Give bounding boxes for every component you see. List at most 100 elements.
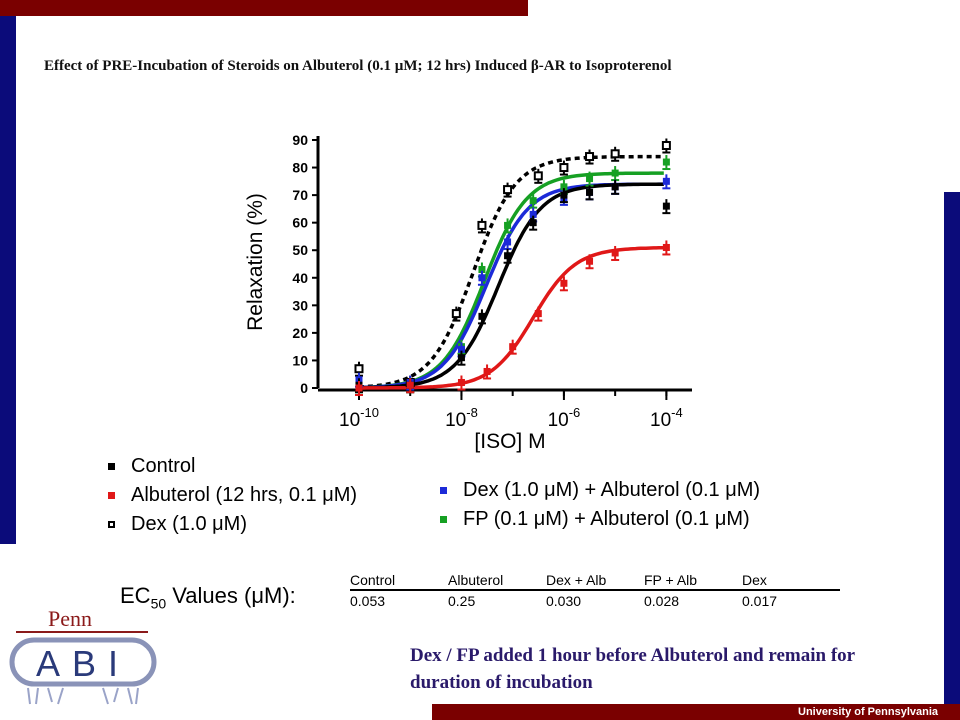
data-point: [504, 252, 512, 260]
data-point: [503, 185, 513, 195]
ec50-table: Control Albuterol Dex + Alb FP + Alb Dex 0.0…: [350, 572, 840, 609]
data-point: [560, 279, 568, 287]
data-point: [534, 310, 542, 318]
ec50-value-cell: 0.028: [644, 593, 680, 609]
data-point: [533, 171, 543, 181]
data-point: [478, 312, 486, 320]
data-point: [662, 158, 670, 166]
y-tick-label: 10: [292, 352, 308, 368]
data-point: [477, 220, 487, 230]
legend-marker-icon: [108, 521, 115, 528]
data-point: [559, 163, 569, 173]
data-point: [354, 364, 364, 374]
data-point: [560, 183, 568, 191]
penn-abi-logo: Penn ABI: [9, 606, 157, 705]
x-tick-label: 10-6: [548, 405, 581, 431]
right-accent-bar: [944, 192, 960, 704]
logo-ring: [9, 637, 157, 687]
data-point: [483, 367, 491, 375]
y-tick-label: 60: [292, 215, 308, 231]
legend-label: Dex (1.0 μM) + Albuterol (0.1 μM): [463, 479, 761, 501]
chart-points: [354, 138, 671, 396]
slide-title: Effect of PRE-Incubation of Steroids on …: [44, 58, 672, 74]
data-point: [406, 381, 414, 389]
legend-label: Albuterol (12 hrs, 0.1 μM): [131, 484, 358, 506]
legend-entry: FP (0.1 μM) + Albuterol (0.1 μM): [440, 505, 760, 534]
ec50-header-cell: FP + Alb: [644, 572, 698, 588]
ec50-value-cell: 0.25: [448, 593, 476, 609]
ec50-label-subscript: 50: [150, 595, 167, 612]
y-tick-label: 50: [292, 242, 308, 258]
ec50-header-row: Control Albuterol Dex + Alb FP + Alb Dex: [350, 572, 840, 591]
curve-series-1: [359, 171, 664, 390]
ec50-header-cell: Dex: [742, 572, 767, 588]
ec50-label: EC50 Values (μM):: [120, 583, 296, 611]
x-axis-label: [ISO] M: [474, 430, 545, 453]
top-accent-bar: [0, 0, 528, 16]
curve-series-3: [359, 182, 664, 390]
legend-marker-icon: [108, 492, 115, 499]
legend-label: FP (0.1 μM) + Albuterol (0.1 μM): [463, 508, 750, 530]
legend-label: Control: [131, 455, 196, 477]
data-point: [611, 183, 619, 191]
data-point: [504, 238, 512, 246]
logo-penn-text: Penn: [48, 606, 92, 631]
curve-series-2: [358, 182, 664, 390]
data-point: [478, 274, 486, 282]
footer-text: University of Pennsylvania: [798, 706, 938, 718]
ec50-header-cell: Dex + Alb: [546, 572, 607, 588]
legend-entry: Albuterol (12 hrs, 0.1 μM): [108, 481, 357, 510]
data-point: [504, 221, 512, 229]
data-point: [586, 175, 594, 183]
y-tick-label: 40: [292, 270, 308, 286]
data-point: [586, 257, 594, 265]
legend-right: Dex (1.0 μM) + Albuterol (0.1 μM) FP (0.1…: [440, 476, 760, 534]
data-point: [662, 177, 670, 185]
data-point: [611, 169, 619, 177]
data-point: [509, 343, 517, 351]
data-point: [585, 152, 595, 162]
data-point: [529, 197, 537, 205]
data-point: [457, 345, 465, 353]
x-tick-label: 10-10: [339, 405, 379, 431]
y-tick-label: 20: [292, 325, 308, 341]
ec50-label-suffix: Values (μM):: [166, 583, 296, 608]
data-point: [529, 210, 537, 218]
legend-marker-icon: [440, 487, 447, 494]
data-point: [451, 309, 461, 319]
ec50-label-prefix: EC: [120, 583, 151, 608]
legend-entry: Control: [108, 452, 357, 481]
legend-entry: Dex (1.0 μM) + Albuterol (0.1 μM): [440, 476, 760, 505]
data-point: [478, 266, 486, 274]
legend-entry: Dex (1.0 μM): [108, 510, 357, 539]
legend-label: Dex (1.0 μM): [131, 513, 247, 535]
data-point: [529, 219, 537, 227]
ec50-value-row: 0.053 0.25 0.030 0.028 0.017: [350, 591, 840, 609]
footer-bar: University of Pennsylvania: [432, 704, 960, 720]
data-point: [457, 354, 465, 362]
ec50-value-cell: 0.017: [742, 593, 778, 609]
y-tick-label: 80: [292, 160, 308, 176]
legend-marker-icon: [440, 516, 447, 523]
legend-left: Control Albuterol (12 hrs, 0.1 μM) Dex (1.…: [108, 452, 357, 539]
data-point: [457, 378, 465, 386]
x-tick-label: 10-4: [650, 405, 683, 431]
curve-series-4: [359, 246, 664, 390]
data-point: [610, 149, 620, 159]
data-point: [611, 249, 619, 257]
data-point: [662, 202, 670, 210]
data-point: [560, 191, 568, 199]
y-tick-label: 90: [292, 132, 308, 148]
chart-axes: 0 10 20 30 40 50 60 70 80 90 10-10 10-8 10-6 10-4: [292, 132, 692, 431]
ec50-header-cell: Control: [350, 572, 396, 588]
ec50-header-cell: Albuterol: [448, 572, 504, 588]
data-point: [355, 384, 363, 392]
ec50-value-cell: 0.053: [350, 593, 386, 609]
left-accent-bar: [0, 16, 16, 544]
data-point: [586, 188, 594, 196]
ec50-value-cell: 0.030: [546, 593, 582, 609]
logo-abi-text: ABI: [36, 643, 130, 684]
x-tick-label: 10-8: [445, 405, 478, 431]
data-point: [661, 141, 671, 151]
